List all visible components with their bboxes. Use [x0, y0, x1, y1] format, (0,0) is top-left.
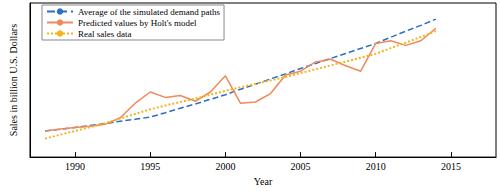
svg-text:2015: 2015 — [441, 161, 461, 172]
svg-text:Real sales data: Real sales data — [78, 29, 131, 39]
svg-text:1995: 1995 — [140, 161, 160, 172]
svg-text:1990: 1990 — [65, 161, 85, 172]
svg-text:2010: 2010 — [366, 161, 386, 172]
svg-text:Year: Year — [254, 176, 273, 187]
svg-text:2000: 2000 — [215, 161, 235, 172]
svg-text:2005: 2005 — [291, 161, 311, 172]
svg-text:Predicted values by Holt's mod: Predicted values by Holt's model — [78, 18, 197, 28]
svg-text:Sales in billion U.S. Dollars: Sales in billion U.S. Dollars — [8, 24, 19, 136]
svg-text:Average of the simulated deman: Average of the simulated demand paths — [78, 7, 221, 17]
